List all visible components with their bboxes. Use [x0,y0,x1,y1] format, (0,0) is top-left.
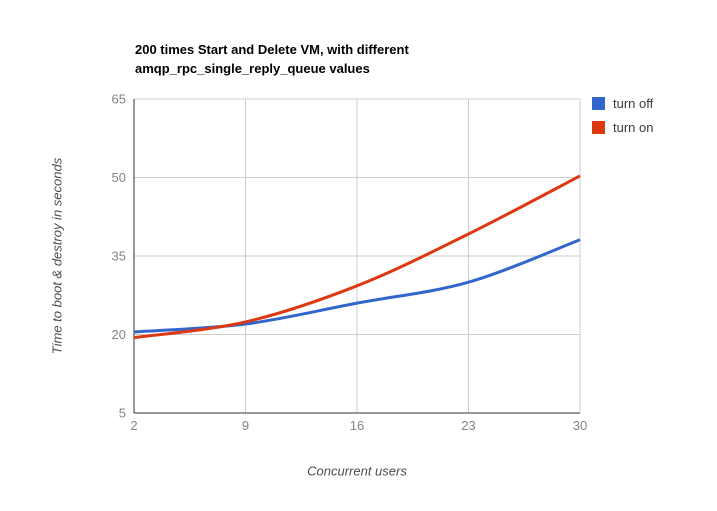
legend-swatch-turn-off [592,97,605,110]
legend-label-turn-off: turn off [613,96,654,111]
gridlines-group [134,98,581,413]
y-tick-label: 35 [112,249,126,264]
series-line-turn-on [133,174,581,340]
chart-title: 200 times Start and Delete VM, with diff… [135,40,409,78]
legend-label-turn-on: turn on [613,120,654,135]
legend-swatch-turn-on [592,121,605,134]
y-tick-label: 5 [119,406,126,421]
x-tick-label: 23 [461,418,475,433]
x-axis-title: Concurrent users [307,463,407,479]
x-tick-label: 2 [130,418,137,433]
x-tick-label: 16 [350,418,364,433]
y-tick-label: 20 [112,327,126,342]
x-tick-label: 30 [573,418,587,433]
y-tick-label: 65 [112,92,126,107]
legend-item-turn-off: turn off [592,96,653,111]
chart-title-line1: 200 times Start and Delete VM, with diff… [135,42,409,57]
x-tick-label: 9 [242,418,249,433]
legend-item-turn-on: turn on [592,120,653,135]
chart-title-line2: amqp_rpc_single_reply_queue values [135,61,370,76]
axes-group [133,99,580,414]
series-group [133,174,581,340]
y-tick-label: 50 [112,170,126,185]
legend: turn off turn on [592,96,653,144]
tick-labels-group: 5 20 35 50 65 2 9 16 23 30 [112,92,588,434]
